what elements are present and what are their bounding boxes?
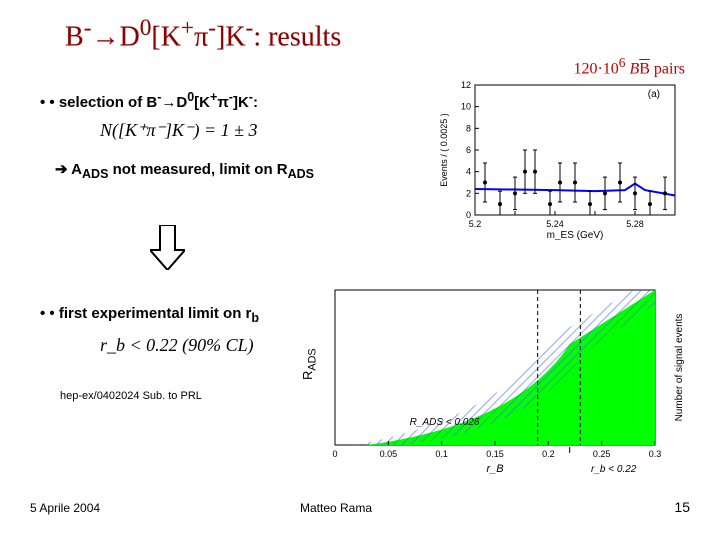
svg-text:Number of signal events: Number of signal events [674,314,685,422]
svg-text:(a): (a) [648,89,660,100]
svg-text:0.3: 0.3 [649,449,662,459]
svg-text:0.05: 0.05 [380,449,398,459]
svg-text:5.2: 5.2 [469,219,482,229]
svg-text:12: 12 [461,80,471,90]
svg-text:0: 0 [332,449,337,459]
svg-text:10: 10 [461,102,471,112]
svg-text:6: 6 [466,145,471,155]
arrow-ads-line: ➔ AADS not measured, limit on RADS [55,160,314,181]
svg-text:0.1: 0.1 [435,449,448,459]
svg-text:0: 0 [466,210,471,220]
footer-author: Matteo Rama [300,501,372,515]
svg-text:5.24: 5.24 [546,219,564,229]
svg-text:4: 4 [466,167,471,177]
formula-n-events: N([K⁺π⁻]K⁻) = 1 ± 3 [100,120,258,141]
rads-axis-label: RADS [300,348,319,380]
formula-rb: r_b < 0.22 (90% CL) [100,335,254,356]
footer-date: 5 Aprile 2004 [30,501,100,515]
svg-text:Events / ( 0.0025 ): Events / ( 0.0025 ) [439,113,449,187]
svg-text:0.2: 0.2 [542,449,555,459]
svg-text:r_b < 0.22: r_b < 0.22 [591,464,637,475]
svg-text:2: 2 [466,188,471,198]
hep-reference: hep-ex/0402024 Sub. to PRL [60,390,202,402]
bullet-selection: • selection of B-→D0[K+π-]K-: [40,90,258,111]
bullet-rb-limit: • first experimental limit on rb [40,305,259,325]
rb-chart: 0 0.05 0.1 0.15 0.2 0.25 0.3 r_B Number of signa… [320,280,690,475]
svg-text:r_B: r_B [486,463,503,475]
svg-text:0.15: 0.15 [486,449,504,459]
slide-title: B-→D0[K+π-]K-: results [65,15,341,53]
svg-text:0.25: 0.25 [593,449,611,459]
svg-text:5.28: 5.28 [626,219,644,229]
footer-page-number: 15 [674,499,690,515]
mes-chart: 5.2 5.24 5.28 0 2 4 6 8 10 12 m_ES (GeV) Events / (… [435,75,685,240]
down-arrow-icon [150,225,185,270]
svg-text:R_ADS < 0.026: R_ADS < 0.026 [410,417,480,428]
svg-text:8: 8 [466,123,471,133]
svg-text:m_ES (GeV): m_ES (GeV) [547,230,604,240]
